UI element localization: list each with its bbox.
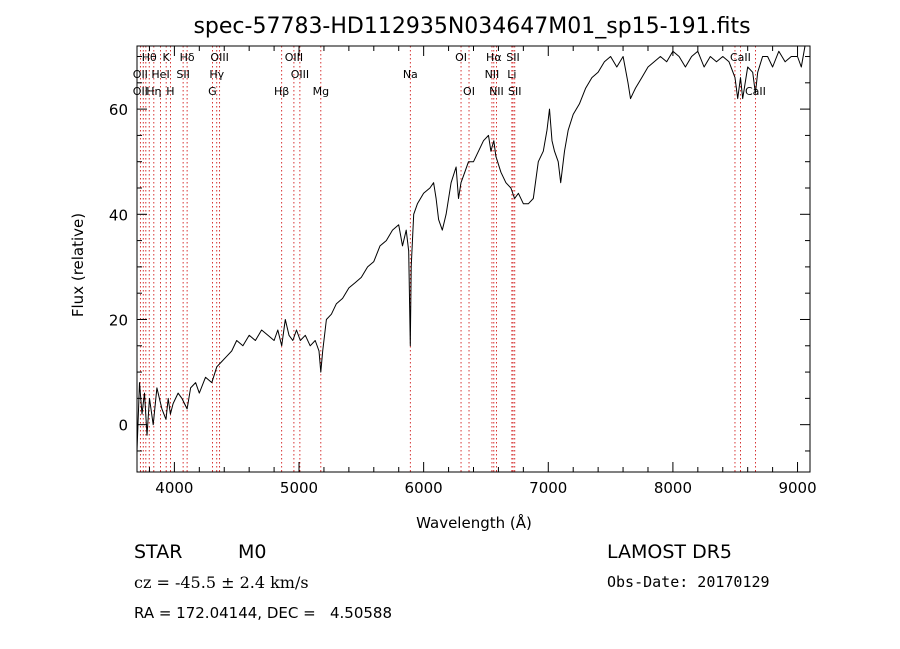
line-label: Hγ [209, 68, 224, 81]
line-label: SII [176, 68, 189, 81]
spectral-line-markers [139, 46, 756, 472]
spectrum-line [136, 45, 808, 452]
survey-name: LAMOST DR5 [607, 541, 732, 563]
x-tick-label: 7000 [529, 479, 567, 497]
line-label: SII [508, 85, 521, 98]
line-label: OII [133, 68, 148, 81]
line-label: Hη [146, 85, 161, 98]
line-label: Hβ [274, 85, 289, 98]
line-label: Li [507, 68, 516, 81]
line-label: Hδ [180, 51, 195, 64]
line-label: K [163, 51, 171, 64]
y-axis-title: Flux (relative) [69, 213, 87, 317]
line-label: NII [485, 68, 500, 81]
line-label: NII [489, 85, 504, 98]
y-tick-label: 60 [109, 101, 128, 119]
plot-frame [136, 45, 811, 473]
line-label: HeI [151, 68, 169, 81]
x-tick-label: 6000 [405, 479, 443, 497]
spectral-line-labels: Hθ K Hδ OIII OIII OI Hα SII CaII OII HeI SII Hγ OIII N… [133, 51, 766, 98]
redshift-cz: cz = -45.5 ± 2.4 km/s [134, 573, 309, 592]
observation-date: Obs-Date: 20170129 [607, 573, 770, 591]
line-label: Mg [313, 85, 329, 98]
y-tick-label: 40 [109, 206, 128, 224]
line-label: CaII [730, 51, 751, 64]
chart-title: spec-57783-HD112935N034647M01_sp15-191.f… [193, 14, 750, 39]
line-label: SII [506, 51, 519, 64]
spectrum-series [136, 45, 808, 452]
x-tick-label: 5000 [280, 479, 318, 497]
y-tick-label: 20 [109, 311, 128, 329]
line-label: Hθ [142, 51, 157, 64]
x-tick-label: 4000 [155, 479, 193, 497]
axes: 4000 5000 6000 7000 8000 9000 0 20 40 60 [109, 46, 817, 497]
line-label: Na [403, 68, 418, 81]
line-label: G [208, 85, 217, 98]
line-label: OIII [291, 68, 309, 81]
y-tick-label: 0 [118, 417, 128, 435]
line-label: OIII [285, 51, 303, 64]
coordinates: RA = 172.04144, DEC = 4.50588 [134, 604, 393, 622]
object-type: STAR [134, 541, 183, 563]
line-label: OI [455, 51, 467, 64]
line-label: Hα [486, 51, 502, 64]
spectral-subclass: M0 [238, 541, 267, 563]
line-label: OI [463, 85, 475, 98]
line-label: H [166, 85, 174, 98]
line-label: OIII [210, 51, 228, 64]
x-tick-label: 8000 [654, 479, 692, 497]
x-axis-title: Wavelength (Å) [416, 513, 532, 532]
x-tick-label: 9000 [778, 479, 816, 497]
